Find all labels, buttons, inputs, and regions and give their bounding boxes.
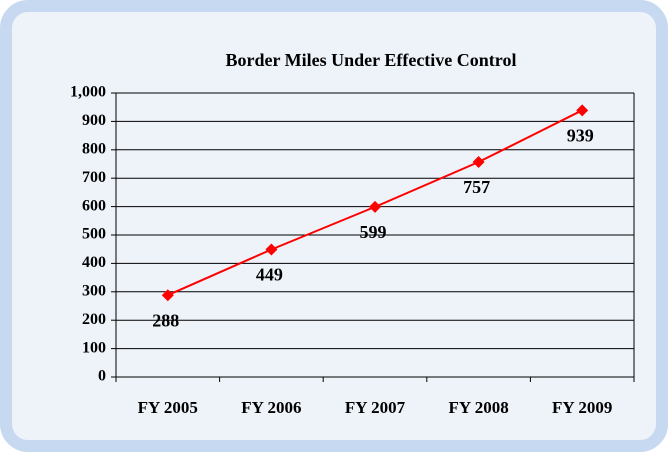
x-tick-label: FY 2007	[345, 398, 406, 417]
y-tick-label: 100	[82, 339, 106, 356]
data-point	[472, 156, 485, 169]
y-tick-label: 400	[82, 254, 106, 271]
data-label: 757	[463, 177, 490, 197]
x-tick-label: FY 2009	[552, 398, 612, 417]
data-label: 449	[256, 265, 283, 285]
y-tick-label: 1,000	[70, 84, 106, 101]
y-tick-label: 0	[98, 368, 106, 385]
data-label: 599	[360, 222, 387, 242]
chart-title: Border Miles Under Effective Control	[226, 50, 517, 70]
data-point	[576, 104, 589, 117]
data-point	[369, 200, 381, 213]
x-tick-label: FY 2006	[241, 398, 301, 417]
data-point	[161, 289, 174, 302]
y-tick-label: 800	[82, 140, 106, 157]
y-tick-label: 700	[82, 169, 106, 186]
data-point	[265, 243, 278, 256]
data-label: 288	[152, 310, 179, 330]
y-tick-label: 900	[82, 112, 106, 129]
y-tick-label: 500	[82, 226, 106, 243]
x-tick-label: FY 2008	[448, 398, 508, 417]
data-label: 939	[567, 125, 594, 145]
x-tick-label: FY 2005	[138, 398, 198, 417]
y-tick-label: 300	[82, 282, 106, 299]
y-tick-label: 200	[82, 311, 106, 328]
y-tick-label: 600	[82, 197, 106, 214]
